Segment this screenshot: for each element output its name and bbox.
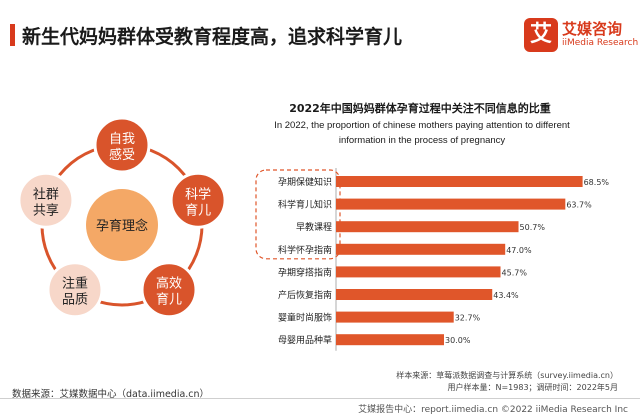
chart-title-en-line1: In 2022, the proportion of chinese mothe…: [274, 120, 570, 131]
diagram-node-label: 育儿: [156, 292, 182, 308]
bar: [336, 243, 506, 255]
bar: [336, 221, 519, 233]
sample-source-note: 样本来源：草莓派数据调查与计算系统（survey.iimedia.cn）: [396, 371, 618, 380]
diagram-node-circle: [46, 261, 104, 319]
diagram-center-label: 孕育理念: [96, 218, 148, 234]
bar: [336, 311, 454, 323]
value-label: 50.7%: [520, 223, 546, 232]
category-label: 科学怀孕指南: [278, 244, 332, 256]
footer-divider: [0, 398, 640, 399]
diagram-node-label: 品质: [62, 293, 88, 308]
iimedia-logo: 艾 艾媒咨询 iiMedia Research: [524, 16, 638, 60]
chart-title-cn: 2022年中国妈妈群体孕育过程中关注不同信息的比重: [289, 102, 551, 115]
diagram-node-label: 科学: [185, 186, 211, 202]
diagram-node-circle: [17, 171, 75, 229]
value-label: 30.0%: [445, 336, 471, 345]
category-label: 孕期穿搭指南: [278, 266, 332, 278]
chart-title-en-line2: information in the process of pregnancy: [338, 135, 506, 146]
bar: [336, 289, 493, 300]
data-source: 数据来源：艾媒数据中心（data.iimedia.cn）: [12, 389, 210, 400]
page-title: 新生代妈妈群体受教育程度高，追求科学育儿: [22, 26, 403, 48]
bar: [336, 266, 501, 278]
diagram-center-circle: [86, 189, 158, 261]
diagram-node-circle: [169, 171, 227, 229]
logo-name-en: iiMedia Research: [562, 38, 639, 48]
bar: [336, 334, 444, 346]
bar: [336, 176, 583, 187]
logo-badge: 艾: [524, 18, 558, 52]
bar: [336, 198, 566, 210]
value-label: 68.5%: [584, 178, 610, 187]
chart-title-en: In 2022, the proportion of chinese mothe…: [252, 118, 592, 148]
diagram-node-label: 感受: [109, 147, 135, 163]
diagram-node-label: 共享: [33, 202, 59, 218]
diagram-node-circle: [93, 116, 151, 174]
category-label: 孕期保健知识: [278, 176, 332, 188]
category-label: 母婴用品种草: [278, 334, 332, 346]
value-label: 45.7%: [502, 268, 528, 277]
diagram-node-label: 社群: [33, 186, 59, 202]
diagram-node-label: 高效: [156, 276, 182, 292]
diagram-node-label: 注重: [62, 276, 88, 292]
bar-chart: 孕期保健知识 68.5% 科学育儿知识 63.7% 早教课程 50.7% 科学怀孕指南 47.…: [255, 168, 610, 351]
category-label: 婴童时尚服饰: [278, 312, 332, 324]
category-label: 科学育儿知识: [278, 199, 332, 211]
category-label: 产后恢复指南: [278, 289, 332, 301]
value-label: 47.0%: [506, 246, 532, 255]
value-label: 43.4%: [493, 291, 519, 300]
diagram-node-label: 自我: [109, 132, 135, 147]
title-accent-bar: [10, 24, 15, 46]
category-label: 早教课程: [296, 221, 332, 233]
value-label: 32.7%: [455, 314, 481, 323]
diagram-node-circle: [140, 261, 198, 319]
footer-text: 艾媒报告中心：report.iimedia.cn ©2022 iiMedia R…: [358, 405, 628, 415]
highlight-box: [255, 169, 341, 260]
diagram-node-label: 育儿: [185, 202, 211, 218]
sample-size-note: 用户样本量：N=1983；调研时间：2022年5月: [447, 383, 619, 392]
value-label: 63.7%: [566, 201, 592, 210]
logo-name-cn: 艾媒咨询: [562, 20, 623, 38]
